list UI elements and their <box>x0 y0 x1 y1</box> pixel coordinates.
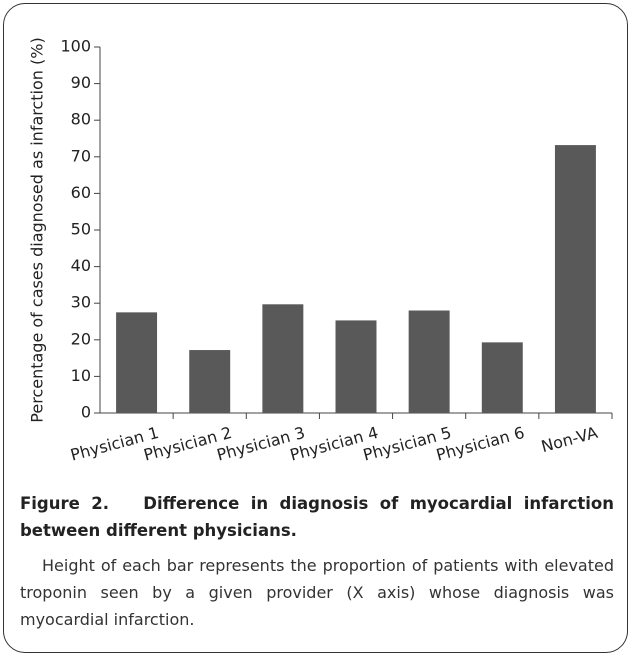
chart: Percentage of cases diagnosed as infarct… <box>28 37 613 465</box>
x-tick-label: Non-VA <box>539 423 600 456</box>
bar <box>262 304 304 413</box>
frame <box>3 3 628 653</box>
bar <box>189 350 231 413</box>
bar <box>116 312 158 413</box>
y-tick-label: 80 <box>71 110 91 129</box>
y-tick-label: 50 <box>71 220 91 239</box>
bar <box>408 310 450 413</box>
y-tick-label: 10 <box>71 366 91 385</box>
y-tick-label: 90 <box>71 73 91 92</box>
y-tick-label: 70 <box>71 146 91 165</box>
caption-title: Figure 2. Difference in diagnosis of myo… <box>20 494 620 540</box>
bar <box>481 342 523 413</box>
y-tick-label: 20 <box>71 329 91 348</box>
y-tick-label: 0 <box>81 403 91 422</box>
y-tick-label: 40 <box>71 256 91 275</box>
y-tick-label: 30 <box>71 293 91 312</box>
bar <box>335 320 377 413</box>
y-tick-label: 100 <box>60 37 91 56</box>
y-tick-label: 60 <box>71 183 91 202</box>
y-axis-label: Percentage of cases diagnosed as infarct… <box>28 37 47 422</box>
bar <box>554 145 596 413</box>
caption-text: Height of each bar represents the propor… <box>20 556 614 629</box>
